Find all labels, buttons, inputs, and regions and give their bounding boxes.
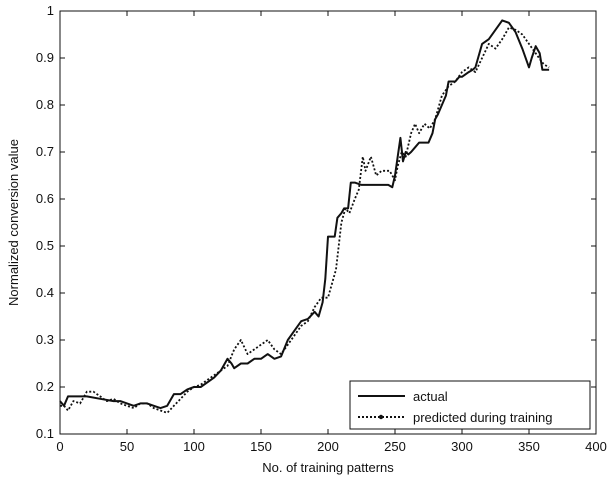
legend-label-predicted: predicted during training xyxy=(413,410,552,425)
legend-label-actual: actual xyxy=(413,389,448,404)
legend: actual predicted during training xyxy=(349,380,591,430)
y-tick-label-9: 1 xyxy=(47,3,54,18)
ticks-layer: 0 50 100 150 200 250 300 350 400 0.1 0.2 0.3 0.4 0.5 0… xyxy=(36,3,607,454)
x-tick-label-2: 100 xyxy=(183,439,205,454)
y-tick-label-3: 0.4 xyxy=(36,285,54,300)
x-tick-label-4: 200 xyxy=(317,439,339,454)
legend-box xyxy=(349,380,591,430)
series-line-actual xyxy=(59,19,550,410)
plot-frame xyxy=(59,10,597,435)
x-tick-label-0: 0 xyxy=(56,439,63,454)
y-axis-label: Normalized conversion value xyxy=(6,139,21,306)
series-layer xyxy=(59,19,550,414)
y-tick-label-0: 0.1 xyxy=(36,426,54,441)
x-tick-label-1: 50 xyxy=(120,439,134,454)
x-tick-label-6: 300 xyxy=(451,439,473,454)
legend-marker-predicted xyxy=(378,414,384,420)
y-tick-label-2: 0.3 xyxy=(36,332,54,347)
y-tick-label-6: 0.7 xyxy=(36,144,54,159)
x-axis-label: No. of training patterns xyxy=(262,460,394,475)
y-tick-label-4: 0.5 xyxy=(36,238,54,253)
y-tick-label-7: 0.8 xyxy=(36,97,54,112)
y-tick-label-1: 0.2 xyxy=(36,379,54,394)
x-tick-label-5: 250 xyxy=(384,439,406,454)
y-tick-label-8: 0.9 xyxy=(36,50,54,65)
x-tick-label-3: 150 xyxy=(250,439,272,454)
x-tick-label-8: 400 xyxy=(585,439,607,454)
series-line-predicted xyxy=(60,26,550,414)
y-tick-label-5: 0.6 xyxy=(36,191,54,206)
x-tick-label-7: 350 xyxy=(518,439,540,454)
